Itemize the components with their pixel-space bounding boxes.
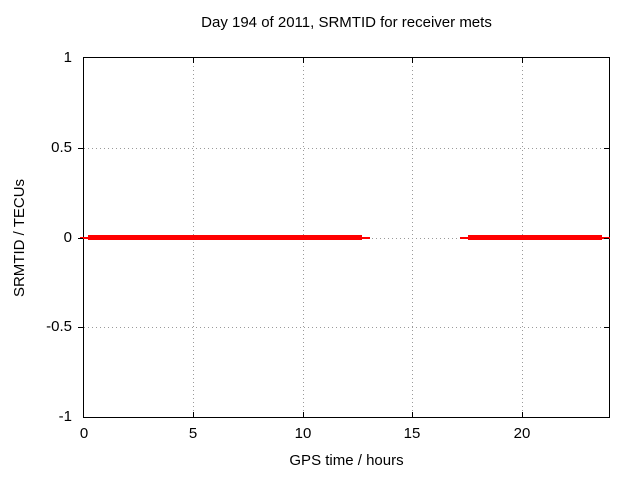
grid-line-horizontal <box>84 148 609 149</box>
y-tick-mark-left <box>78 148 83 149</box>
x-tick-label: 0 <box>79 425 89 442</box>
x-axis-label: GPS time / hours <box>289 452 404 469</box>
x-tick-label: 10 <box>294 425 312 442</box>
x-tick-label: 5 <box>188 425 198 442</box>
y-tick-label: 0.5 <box>51 139 72 156</box>
grid-line-horizontal <box>84 327 609 328</box>
x-tick-mark-top <box>412 58 413 63</box>
x-tick-mark-top <box>193 58 194 63</box>
x-tick-mark-bottom <box>412 412 413 417</box>
x-tick-mark-bottom <box>522 412 523 417</box>
data-line-segment <box>468 235 602 240</box>
x-tick-mark-bottom <box>303 412 304 417</box>
y-tick-label: 0 <box>63 229 72 246</box>
y-tick-mark-right <box>604 238 609 239</box>
x-tick-mark-bottom <box>193 412 194 417</box>
x-tick-mark-top <box>303 58 304 63</box>
y-tick-label: 1 <box>63 49 72 66</box>
chart-title: Day 194 of 2011, SRMTID for receiver met… <box>201 14 492 31</box>
x-tick-mark-top <box>522 58 523 63</box>
y-tick-mark-right <box>604 327 609 328</box>
grid-line-vertical <box>412 58 413 417</box>
x-tick-label: 15 <box>403 425 421 442</box>
y-tick-mark-left <box>78 327 83 328</box>
y-tick-mark-right <box>604 148 609 149</box>
data-line-segment <box>88 235 362 240</box>
y-tick-mark-left <box>78 238 83 239</box>
x-tick-label: 20 <box>513 425 531 442</box>
plot-area <box>78 57 610 418</box>
y-tick-label: -0.5 <box>46 318 72 335</box>
y-tick-label: -1 <box>58 408 72 425</box>
